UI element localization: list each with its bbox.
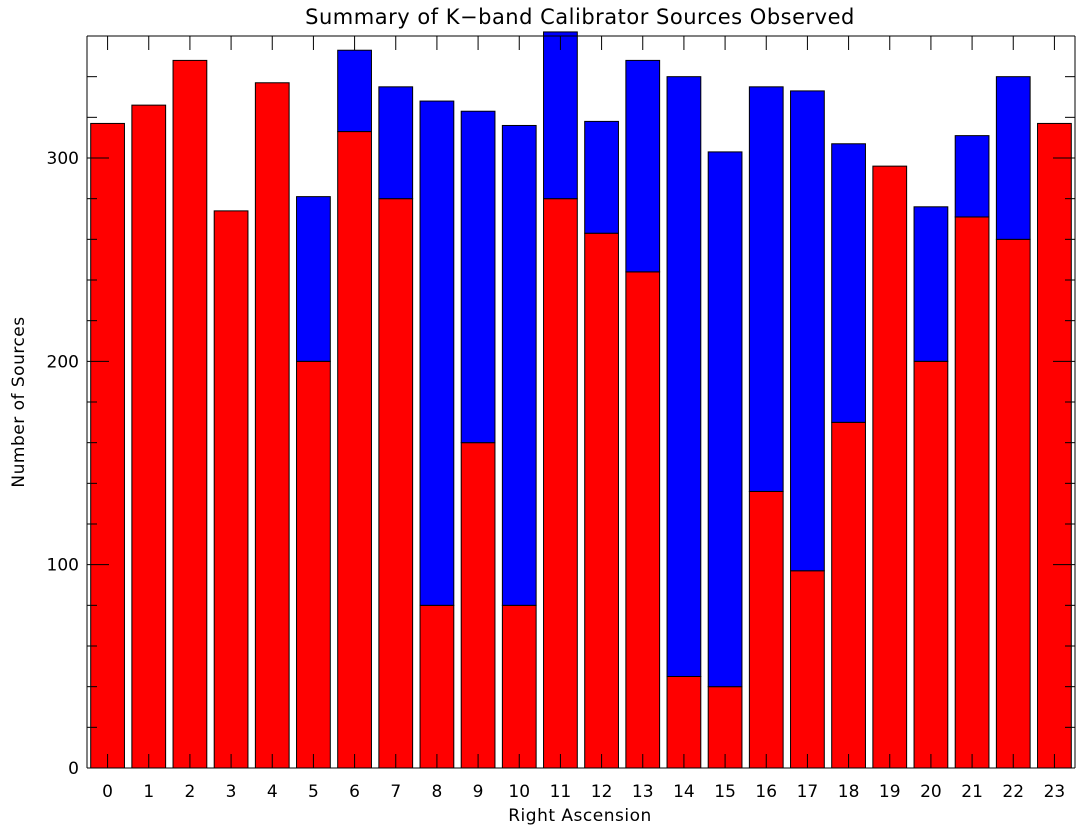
- x-tick-label-9: 9: [473, 782, 484, 802]
- bar-segment-12-series-1: [584, 120, 619, 234]
- bar-segment-0-series-0: [90, 122, 125, 769]
- bar-segment-17-series-1: [790, 90, 825, 572]
- bar-segment-11-series-0: [543, 198, 578, 769]
- bar-segment-21-series-1: [954, 135, 990, 218]
- x-tick-label-22: 22: [1002, 782, 1024, 802]
- bar-segment-16-series-0: [748, 490, 784, 769]
- x-tick-label-11: 11: [550, 782, 572, 802]
- x-tick-label-23: 23: [1044, 782, 1066, 802]
- x-tick-label-18: 18: [838, 782, 860, 802]
- x-tick-label-6: 6: [349, 782, 360, 802]
- x-tick-label-12: 12: [591, 782, 613, 802]
- bar-segment-1-series-0: [131, 104, 167, 769]
- bar-segment-22-series-0: [995, 238, 1031, 769]
- y-axis-label: Number of Sources: [9, 316, 29, 487]
- chart-title: Summary of K−band Calibrator Sources Obs…: [305, 5, 855, 29]
- bar-segment-2-series-0: [172, 59, 208, 769]
- bar-segment-14-series-0: [666, 676, 702, 769]
- bar-segment-3-series-0: [213, 210, 249, 769]
- x-axis-label: Right Ascension: [508, 806, 652, 826]
- y-tick-label: 300: [47, 149, 79, 169]
- x-tick-label-13: 13: [632, 782, 654, 802]
- x-tick-label-16: 16: [755, 782, 777, 802]
- x-tick-label-8: 8: [432, 782, 443, 802]
- x-tick-label-2: 2: [185, 782, 196, 802]
- bar-segment-8-series-1: [419, 100, 455, 606]
- bar-segment-22-series-1: [995, 76, 1031, 240]
- x-tick-label-20: 20: [920, 782, 942, 802]
- x-tick-label-1: 1: [143, 782, 154, 802]
- y-tick-label: 200: [47, 352, 79, 372]
- bar-segment-17-series-0: [790, 570, 825, 769]
- x-tick-label-10: 10: [508, 782, 530, 802]
- bar-segment-11-series-1: [543, 31, 578, 200]
- bar-segment-9-series-0: [460, 442, 496, 769]
- bar-segment-5-series-0: [296, 360, 331, 769]
- x-tick-label-0: 0: [102, 782, 113, 802]
- bars-group: [90, 31, 1072, 769]
- bar-segment-8-series-0: [419, 604, 455, 769]
- bar-segment-7-series-1: [378, 86, 414, 200]
- x-tick-label-7: 7: [390, 782, 401, 802]
- bar-segment-15-series-1: [707, 151, 743, 688]
- bar-segment-16-series-1: [748, 86, 784, 492]
- bar-segment-10-series-0: [501, 604, 537, 769]
- bar-segment-21-series-0: [954, 216, 990, 769]
- bar-segment-18-series-0: [831, 421, 866, 769]
- bar-segment-19-series-0: [872, 165, 908, 769]
- bar-segment-5-series-1: [296, 196, 331, 362]
- bar-segment-12-series-0: [584, 232, 619, 769]
- x-tick-label-5: 5: [308, 782, 319, 802]
- x-tick-label-21: 21: [961, 782, 983, 802]
- x-tick-label-4: 4: [267, 782, 278, 802]
- bar-segment-23-series-0: [1037, 122, 1072, 769]
- bar-segment-20-series-0: [913, 360, 949, 769]
- bar-segment-6-series-1: [337, 49, 372, 133]
- x-tick-label-15: 15: [714, 782, 736, 802]
- bar-segment-14-series-1: [666, 76, 702, 678]
- bar-segment-20-series-1: [913, 206, 949, 362]
- bar-segment-7-series-0: [378, 198, 414, 769]
- x-tick-label-19: 19: [879, 782, 901, 802]
- y-tick-label: 100: [47, 556, 79, 576]
- x-tick-label-17: 17: [797, 782, 819, 802]
- bar-segment-9-series-1: [460, 110, 496, 444]
- bar-segment-4-series-0: [254, 82, 290, 769]
- x-tick-label-14: 14: [673, 782, 695, 802]
- bar-segment-6-series-0: [337, 131, 372, 769]
- y-tick-label: 0: [68, 759, 79, 779]
- bar-segment-13-series-0: [625, 271, 661, 769]
- bar-segment-13-series-1: [625, 59, 661, 273]
- bar-segment-10-series-1: [501, 124, 537, 606]
- bar-segment-18-series-1: [831, 143, 866, 423]
- x-tick-label-3: 3: [226, 782, 237, 802]
